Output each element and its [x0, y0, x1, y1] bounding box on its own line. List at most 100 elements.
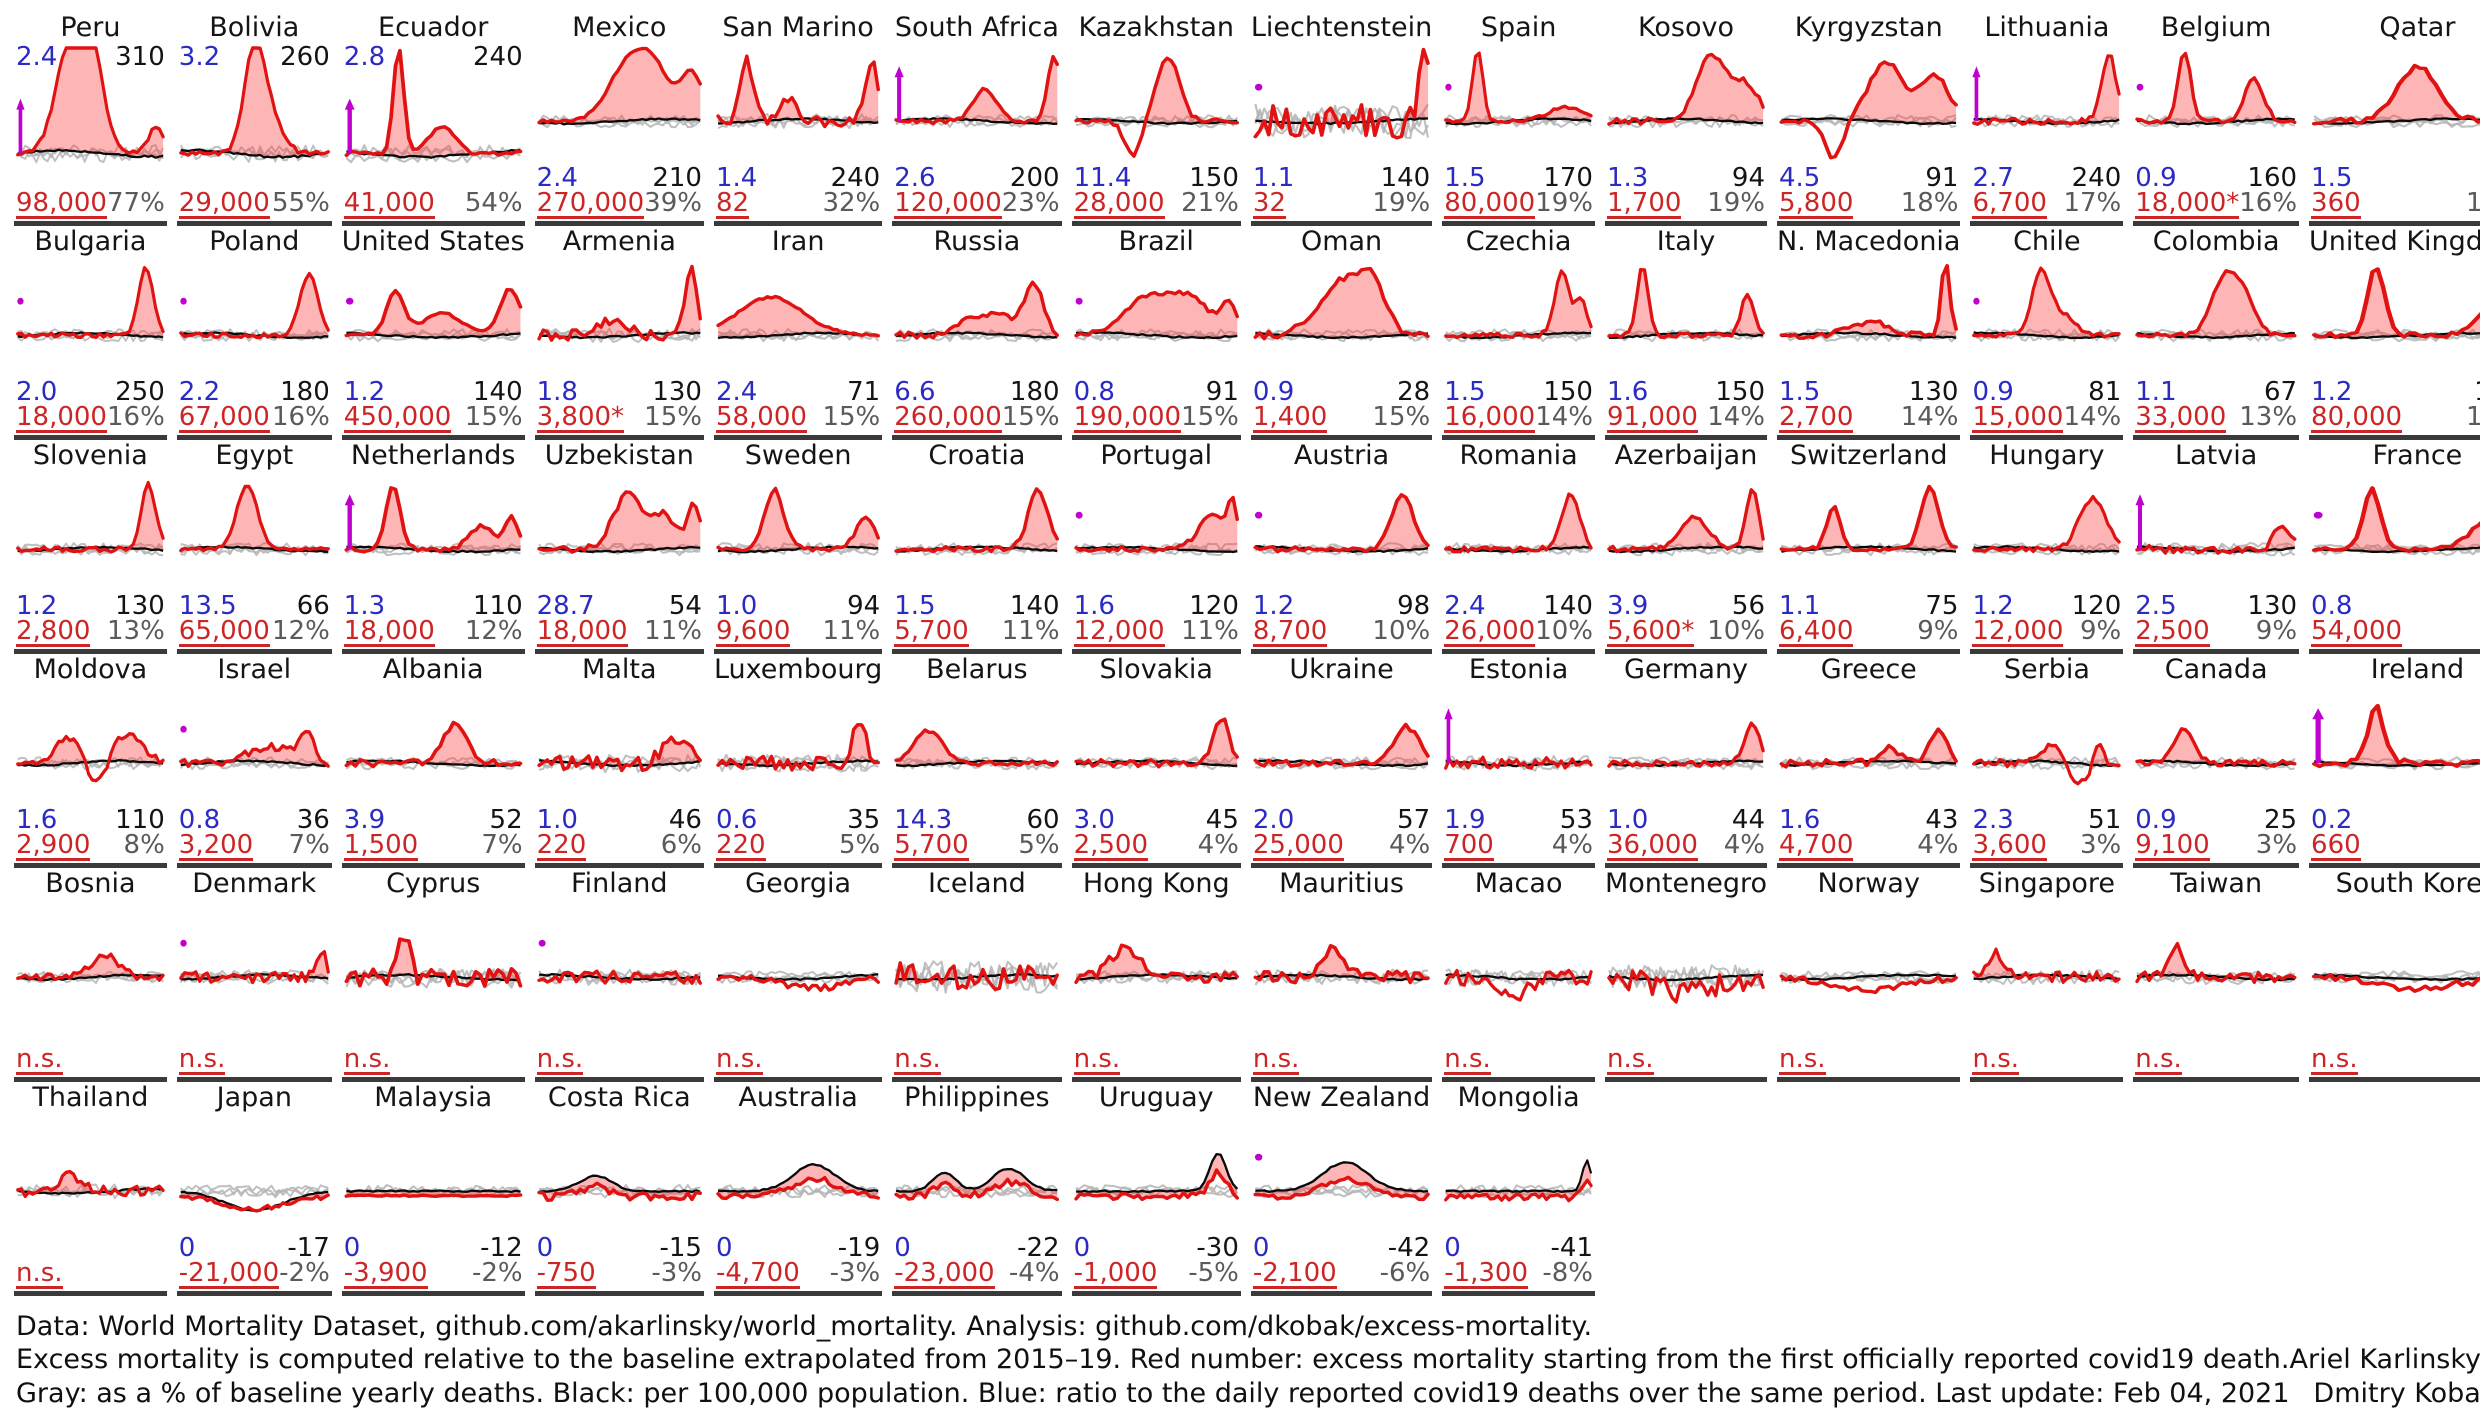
tile-taiwan: Taiwan n.s. — [2133, 868, 2300, 1082]
excess-red-line — [1444, 269, 1593, 340]
country-title: Montenegro — [1604, 868, 1767, 899]
sparkline-chart — [714, 900, 882, 1046]
stat-line-2: 260,000 15% — [892, 404, 1061, 433]
excess-deaths-value: 26,000 — [1444, 616, 1536, 647]
sparkline-svg — [344, 486, 523, 557]
stat-line-2: n.s. — [177, 1046, 332, 1075]
axis-bar — [341, 1291, 525, 1296]
sparkline-svg — [894, 487, 1060, 556]
per-100k-value: 60 — [1026, 805, 1060, 835]
sparkline-chart: 0.6 35 — [714, 686, 882, 834]
sparkline-svg — [16, 952, 165, 984]
population-black-line — [1075, 331, 1237, 340]
sparkline-chart — [535, 900, 704, 1046]
excess-red-line — [1073, 717, 1239, 769]
excess-fill-area — [1974, 268, 2120, 339]
tile-colombia: Colombia 1.1 67 33,000 13% — [2133, 226, 2300, 440]
stat-line-2: 2,500 4% — [1072, 832, 1241, 861]
stat-line-1: 2.4 310 — [16, 44, 165, 71]
tile-montenegro: Montenegro n.s. — [1604, 868, 1767, 1082]
excess-deaths-value: 80,000 — [2311, 402, 2403, 433]
country-title: Malta — [582, 654, 657, 685]
sparkline-chart: 1.8 130 — [535, 258, 704, 407]
population-black-line — [1781, 973, 1957, 982]
country-title: Cyprus — [386, 868, 481, 899]
sparkline-svg — [894, 728, 1060, 771]
stat-line-2: 4,700 4% — [1777, 832, 1960, 861]
excess-fill-area — [1445, 271, 1592, 338]
stat-line-1: 1.4 240 — [716, 165, 880, 192]
covid-deaths-dot-icon — [180, 939, 187, 947]
sparkline-svg — [16, 732, 165, 783]
per-100k-value: 130 — [115, 591, 165, 621]
population-black-line — [717, 545, 879, 554]
per-100k-value: 110 — [115, 805, 165, 835]
percent-baseline-value: 16% — [106, 402, 165, 432]
axis-bar — [2309, 649, 2480, 654]
excess-fill-area — [1075, 719, 1237, 766]
population-black-line — [180, 545, 329, 554]
percent-baseline-value: 16% — [2239, 188, 2298, 218]
stat-line-1: 3.9 56 — [1607, 593, 1765, 620]
stat-line-2: 12,000 11% — [1072, 618, 1241, 647]
stat-line-2: -750 -3% — [535, 1260, 704, 1289]
per-100k-value: 94 — [1731, 163, 1765, 193]
tile-armenia: Armenia 1.8 130 3,800* 15% — [534, 226, 704, 440]
stat-line-1: 1.6 110 — [16, 807, 165, 834]
covid-ratio-value: 1.6 — [16, 805, 58, 835]
tile-luxembourg: Luxembourg 0.6 35 220 5% — [713, 654, 883, 868]
percent-baseline-value: 7% — [288, 830, 330, 860]
stat-line-1: 1.0 46 — [537, 807, 702, 834]
sparkline-chart: 2.4 310 — [14, 44, 167, 190]
percent-baseline-value: 16% — [271, 402, 330, 432]
tile-finland: Finland n.s. — [534, 868, 704, 1082]
sparkline-chart: 1.0 46 — [535, 686, 704, 834]
stat-line-1: 28.7 54 — [537, 593, 702, 620]
sparkline-chart: 14.3 60 — [892, 686, 1061, 835]
excess-deaths-value: 80,000 — [1444, 188, 1536, 219]
excess-red-line — [894, 487, 1060, 554]
stat-line-2: n.s. — [1251, 1046, 1432, 1075]
excess-fill-area — [1255, 945, 1428, 981]
axis-bar — [534, 1291, 704, 1296]
excess-fill-area — [1255, 1162, 1428, 1200]
country-title: Singapore — [1978, 868, 2115, 899]
excess-deaths-value: n.s. — [16, 1044, 63, 1075]
axis-bar — [1604, 435, 1767, 440]
excess-deaths-value: 660 — [2311, 830, 2361, 861]
population-black-line — [1973, 331, 2120, 340]
axis-bar — [341, 863, 525, 868]
tile-ireland: Ireland 0.2 14 660 2% — [2309, 654, 2480, 868]
excess-fill-area — [1445, 53, 1592, 125]
sparkline-svg — [1779, 727, 1958, 771]
per-100k-value: -30 — [1196, 1233, 1239, 1263]
stat-line-2: 91,000 14% — [1605, 404, 1767, 433]
country-title: Hungary — [1989, 440, 2105, 471]
stat-line-1: 1.2 120 — [2311, 379, 2480, 406]
excess-deaths-value: n.s. — [2135, 1044, 2182, 1075]
excess-red-line — [1444, 1178, 1593, 1203]
excess-fill-area — [718, 1164, 879, 1199]
per-100k-value: 240 — [830, 163, 881, 193]
sparkline-chart: 1.4 240 — [714, 44, 882, 192]
stat-line-2: 270,000 39% — [535, 190, 704, 219]
stat-line-1: 1.6 150 — [1607, 379, 1765, 406]
covid-ratio-value: 2.7 — [1972, 163, 2014, 193]
population-black-line — [180, 148, 329, 159]
tile-moldova: Moldova 1.6 110 2,900 8% — [14, 654, 167, 868]
covid-ratio-value: 1.8 — [536, 377, 578, 407]
population-black-line — [1781, 331, 1957, 340]
tile-brazil: Brazil 0.8 91 190,000 15% — [1071, 226, 1241, 440]
excess-red-line — [1607, 52, 1765, 126]
stat-line-1: 1.5 140 — [894, 593, 1059, 620]
stat-line-1: 2.4 210 — [537, 165, 702, 192]
excess-red-line — [16, 266, 165, 339]
excess-red-line — [2312, 704, 2480, 769]
per-100k-value: 140 — [472, 377, 523, 407]
stat-line-2: 1,400 15% — [1251, 404, 1432, 433]
excess-fill-area — [2314, 487, 2480, 553]
country-title: Macao — [1474, 868, 1563, 899]
percent-baseline-value: 54% — [464, 188, 523, 218]
stat-line-2: 120,000 23% — [892, 190, 1061, 219]
country-title: Poland — [209, 226, 300, 257]
